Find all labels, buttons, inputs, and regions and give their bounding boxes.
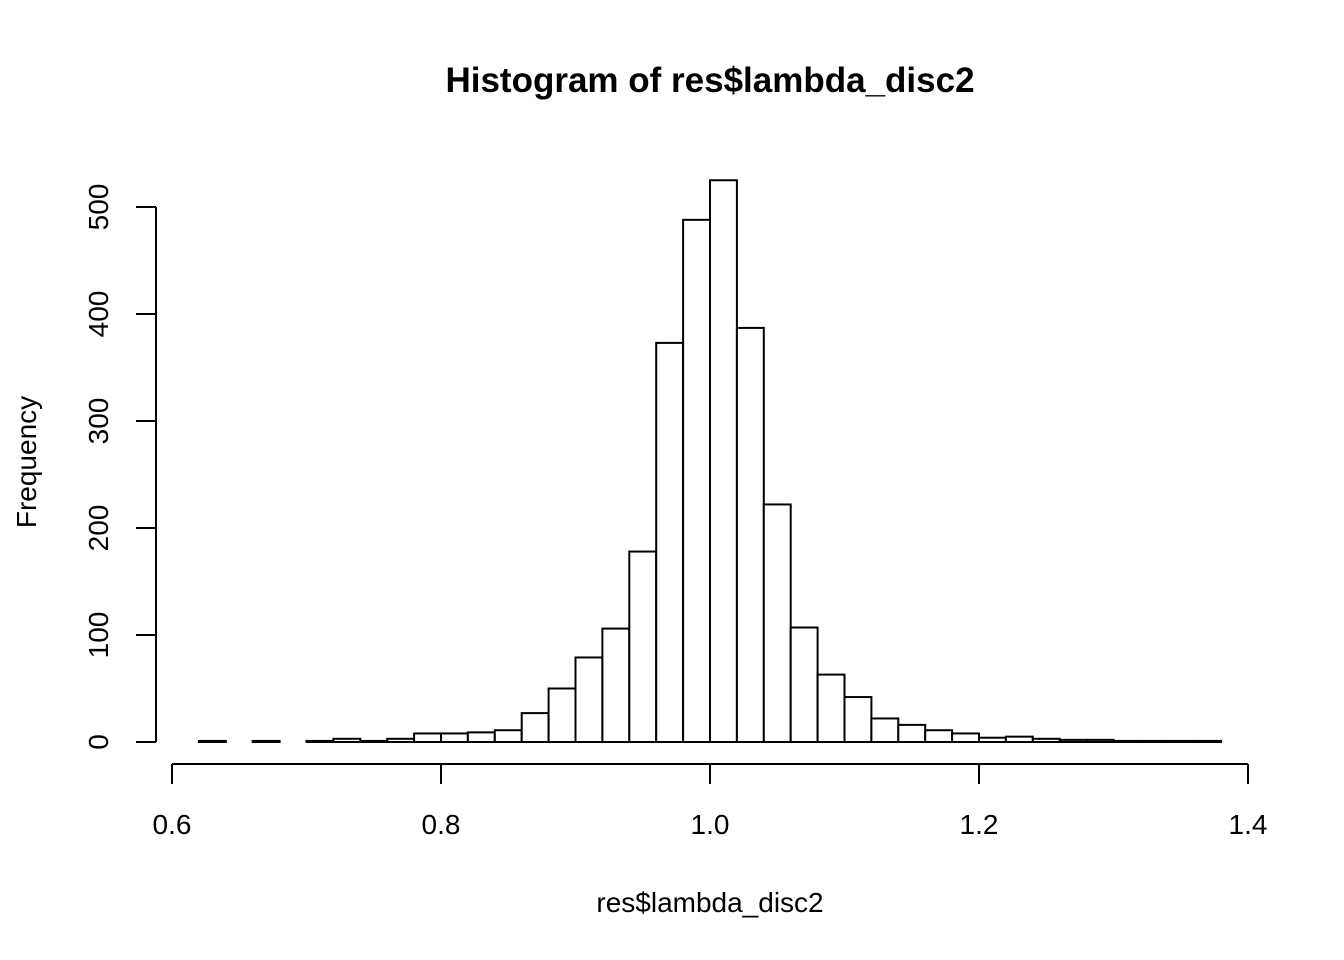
y-axis-label: Frequency bbox=[11, 396, 42, 528]
histogram-bar bbox=[520, 712, 550, 743]
histogram-bar bbox=[547, 687, 577, 743]
histogram-bar bbox=[466, 731, 496, 743]
x-tick-label: 0.8 bbox=[422, 809, 461, 840]
histogram-bar bbox=[897, 723, 927, 744]
histogram-bar bbox=[601, 627, 631, 744]
y-axis: 0 100 200 300 400 500 bbox=[83, 184, 157, 750]
x-axis: 0.6 0.8 1.0 1.2 1.4 bbox=[153, 763, 1268, 840]
y-tick-label: 400 bbox=[83, 291, 114, 338]
histogram-bar bbox=[1166, 739, 1196, 743]
histogram-bar bbox=[386, 737, 416, 743]
histogram-bar bbox=[359, 739, 389, 743]
histogram-bar bbox=[978, 736, 1007, 743]
histogram-bar bbox=[1058, 738, 1088, 743]
histogram-bar bbox=[574, 656, 604, 743]
histogram-bar bbox=[1139, 739, 1169, 743]
histogram-bar bbox=[735, 326, 765, 743]
histogram-bar bbox=[305, 739, 335, 743]
histogram-bar bbox=[197, 739, 227, 743]
histogram-bar bbox=[1193, 739, 1223, 743]
histogram-bar bbox=[1112, 739, 1142, 743]
y-tick-label: 100 bbox=[83, 612, 114, 659]
chart-title: Histogram of res$lambda_disc2 bbox=[445, 61, 974, 100]
x-tick-label: 0.6 bbox=[153, 809, 192, 840]
histogram-bar bbox=[843, 696, 873, 743]
histogram-bar bbox=[628, 550, 658, 743]
histogram-bar bbox=[682, 218, 711, 743]
histogram-bar bbox=[493, 729, 523, 743]
histogram-bar bbox=[709, 179, 738, 743]
y-tick-label: 200 bbox=[83, 505, 114, 552]
histogram-bar bbox=[440, 732, 469, 744]
histogram-bar bbox=[924, 729, 954, 743]
x-axis-label: res$lambda_disc2 bbox=[596, 887, 823, 918]
histogram-bar bbox=[332, 737, 362, 743]
histogram-bar bbox=[816, 673, 846, 744]
y-tick-label: 300 bbox=[83, 398, 114, 445]
x-tick-label: 1.2 bbox=[960, 809, 999, 840]
histogram-bars bbox=[197, 179, 1223, 744]
histogram-bar bbox=[251, 739, 281, 743]
x-tick-label: 1.4 bbox=[1229, 809, 1268, 840]
histogram-bar bbox=[762, 503, 792, 743]
histogram-bar bbox=[1031, 737, 1061, 743]
histogram-bar bbox=[1004, 735, 1034, 744]
y-tick-label: 0 bbox=[83, 734, 114, 750]
histogram-bar bbox=[1085, 738, 1115, 743]
histogram-bar bbox=[413, 732, 443, 744]
histogram-bar bbox=[789, 626, 819, 744]
x-tick-label: 1.0 bbox=[691, 809, 730, 840]
histogram-bar bbox=[870, 717, 900, 744]
histogram-bar bbox=[655, 341, 685, 743]
y-tick-label: 500 bbox=[83, 184, 114, 231]
histogram-bar bbox=[951, 732, 980, 744]
